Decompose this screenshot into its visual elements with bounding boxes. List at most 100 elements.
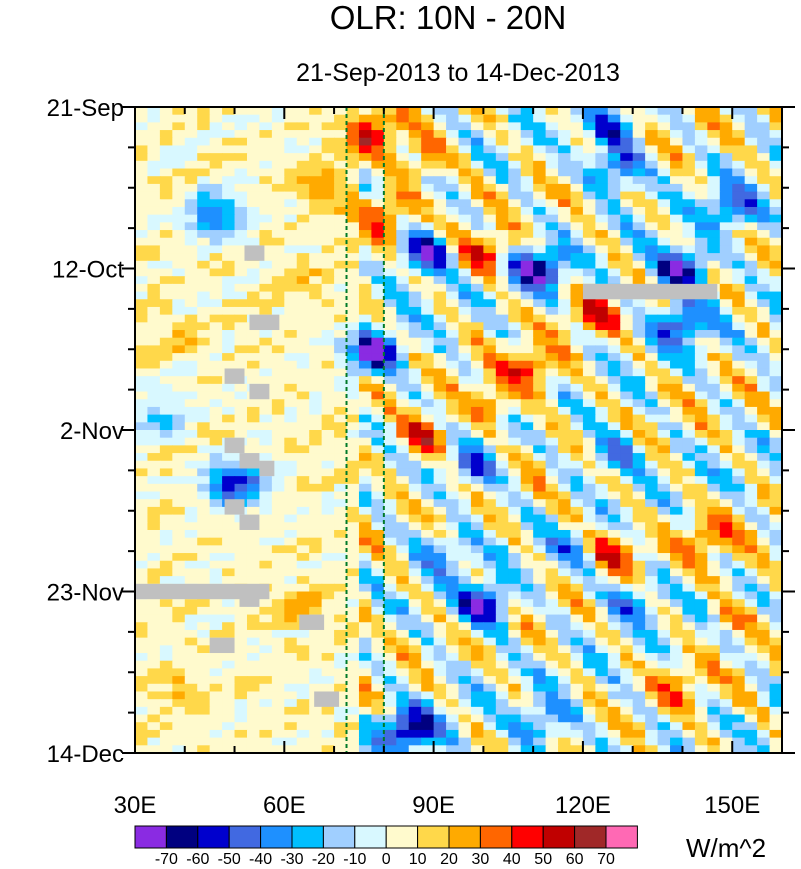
heatmap-cell [620,706,634,716]
heatmap-cell [495,176,509,185]
heatmap-cell [744,130,758,139]
heatmap-cell [732,514,746,523]
heatmap-cell [570,729,584,739]
heatmap-cell [757,422,771,431]
heatmap-cell [197,406,211,416]
heatmap-cell [284,606,298,616]
heatmap-cell [458,460,472,470]
heatmap-cell [296,322,310,331]
heatmap-cell [135,360,149,370]
heatmap-cell [421,453,435,462]
heatmap-cell [396,699,410,708]
heatmap-cell [657,130,671,139]
heatmap-cell [346,537,360,546]
heatmap-cell [159,107,173,116]
heatmap-cell [570,314,584,323]
heatmap-cell [147,445,161,454]
heatmap-cell [744,660,758,669]
heatmap-cell [670,629,684,639]
heatmap-cell [744,576,758,585]
heatmap-cell [744,514,758,523]
heatmap-cell [694,622,708,631]
heatmap-cell [757,314,771,323]
heatmap-cell [421,145,435,154]
heatmap-cell [670,214,684,223]
heatmap-cell [135,353,149,362]
heatmap-cell [259,637,273,646]
heatmap-cell [582,722,596,731]
heatmap-cell [135,114,149,123]
heatmap-cell [682,506,696,516]
heatmap-cell [296,660,310,669]
heatmap-cell [421,160,435,170]
heatmap-cell [620,299,634,308]
heatmap-cell [657,206,671,216]
heatmap-cell [483,137,497,147]
heatmap-cell [284,406,298,416]
heatmap-cell [421,260,435,270]
heatmap-cell [446,145,460,154]
heatmap-cell [284,683,298,693]
heatmap-cell [446,691,460,700]
heatmap-cell [309,576,323,585]
heatmap-cell [719,660,733,669]
heatmap-cell [757,330,771,339]
heatmap-cell [135,622,149,631]
heatmap-cell [172,430,186,439]
heatmap-cell [159,283,173,293]
heatmap-cell [396,453,410,462]
heatmap-cell [582,668,596,677]
heatmap-cell [371,637,385,646]
heatmap-cell [458,553,472,562]
heatmap-cell [620,130,634,139]
heatmap-cell [570,491,584,500]
heatmap-cell [682,560,696,570]
heatmap-cell [719,537,733,546]
heatmap-cell [533,145,547,154]
heatmap-cell [670,160,684,170]
heatmap-cell [682,491,696,500]
heatmap-cell [607,383,621,393]
heatmap-cell [135,645,149,654]
heatmap-cell [446,568,460,577]
heatmap-cell [259,253,273,262]
heatmap-cell [184,514,198,523]
heatmap-cell [657,522,671,531]
heatmap-cell [234,476,248,485]
heatmap-cell [159,506,173,516]
heatmap-cell [446,468,460,477]
heatmap-cell [259,230,273,239]
heatmap-cell [209,322,223,331]
heatmap-cell [744,714,758,723]
heatmap-cell [533,291,547,300]
heatmap-cell [657,583,671,593]
heatmap-cell [645,406,659,416]
heatmap-cell [607,722,621,731]
heatmap-cell [719,145,733,154]
heatmap-cell [595,560,609,570]
heatmap-cell [520,614,534,623]
heatmap-cell [582,729,596,739]
heatmap-cell [632,729,646,739]
heatmap-cell [670,122,684,131]
heatmap-cell [371,422,385,431]
heatmap-cell [209,468,223,477]
heatmap-cell [545,583,559,593]
heatmap-cell [446,430,460,439]
heatmap-cell [470,183,484,193]
heatmap-cell [670,306,684,316]
heatmap-cell [147,453,161,462]
heatmap-cell [545,614,559,623]
heatmap-cell [334,560,348,570]
heatmap-cell [470,683,484,693]
heatmap-cell [620,214,634,223]
heatmap-cell [259,699,273,708]
heatmap-cell [508,491,522,500]
heatmap-cell [607,322,621,331]
heatmap-cell [645,153,659,162]
heatmap-cell [744,622,758,631]
heatmap-cell [483,706,497,716]
heatmap-cell [620,176,634,185]
heatmap-cell [184,668,198,677]
heatmap-cell [470,107,484,116]
